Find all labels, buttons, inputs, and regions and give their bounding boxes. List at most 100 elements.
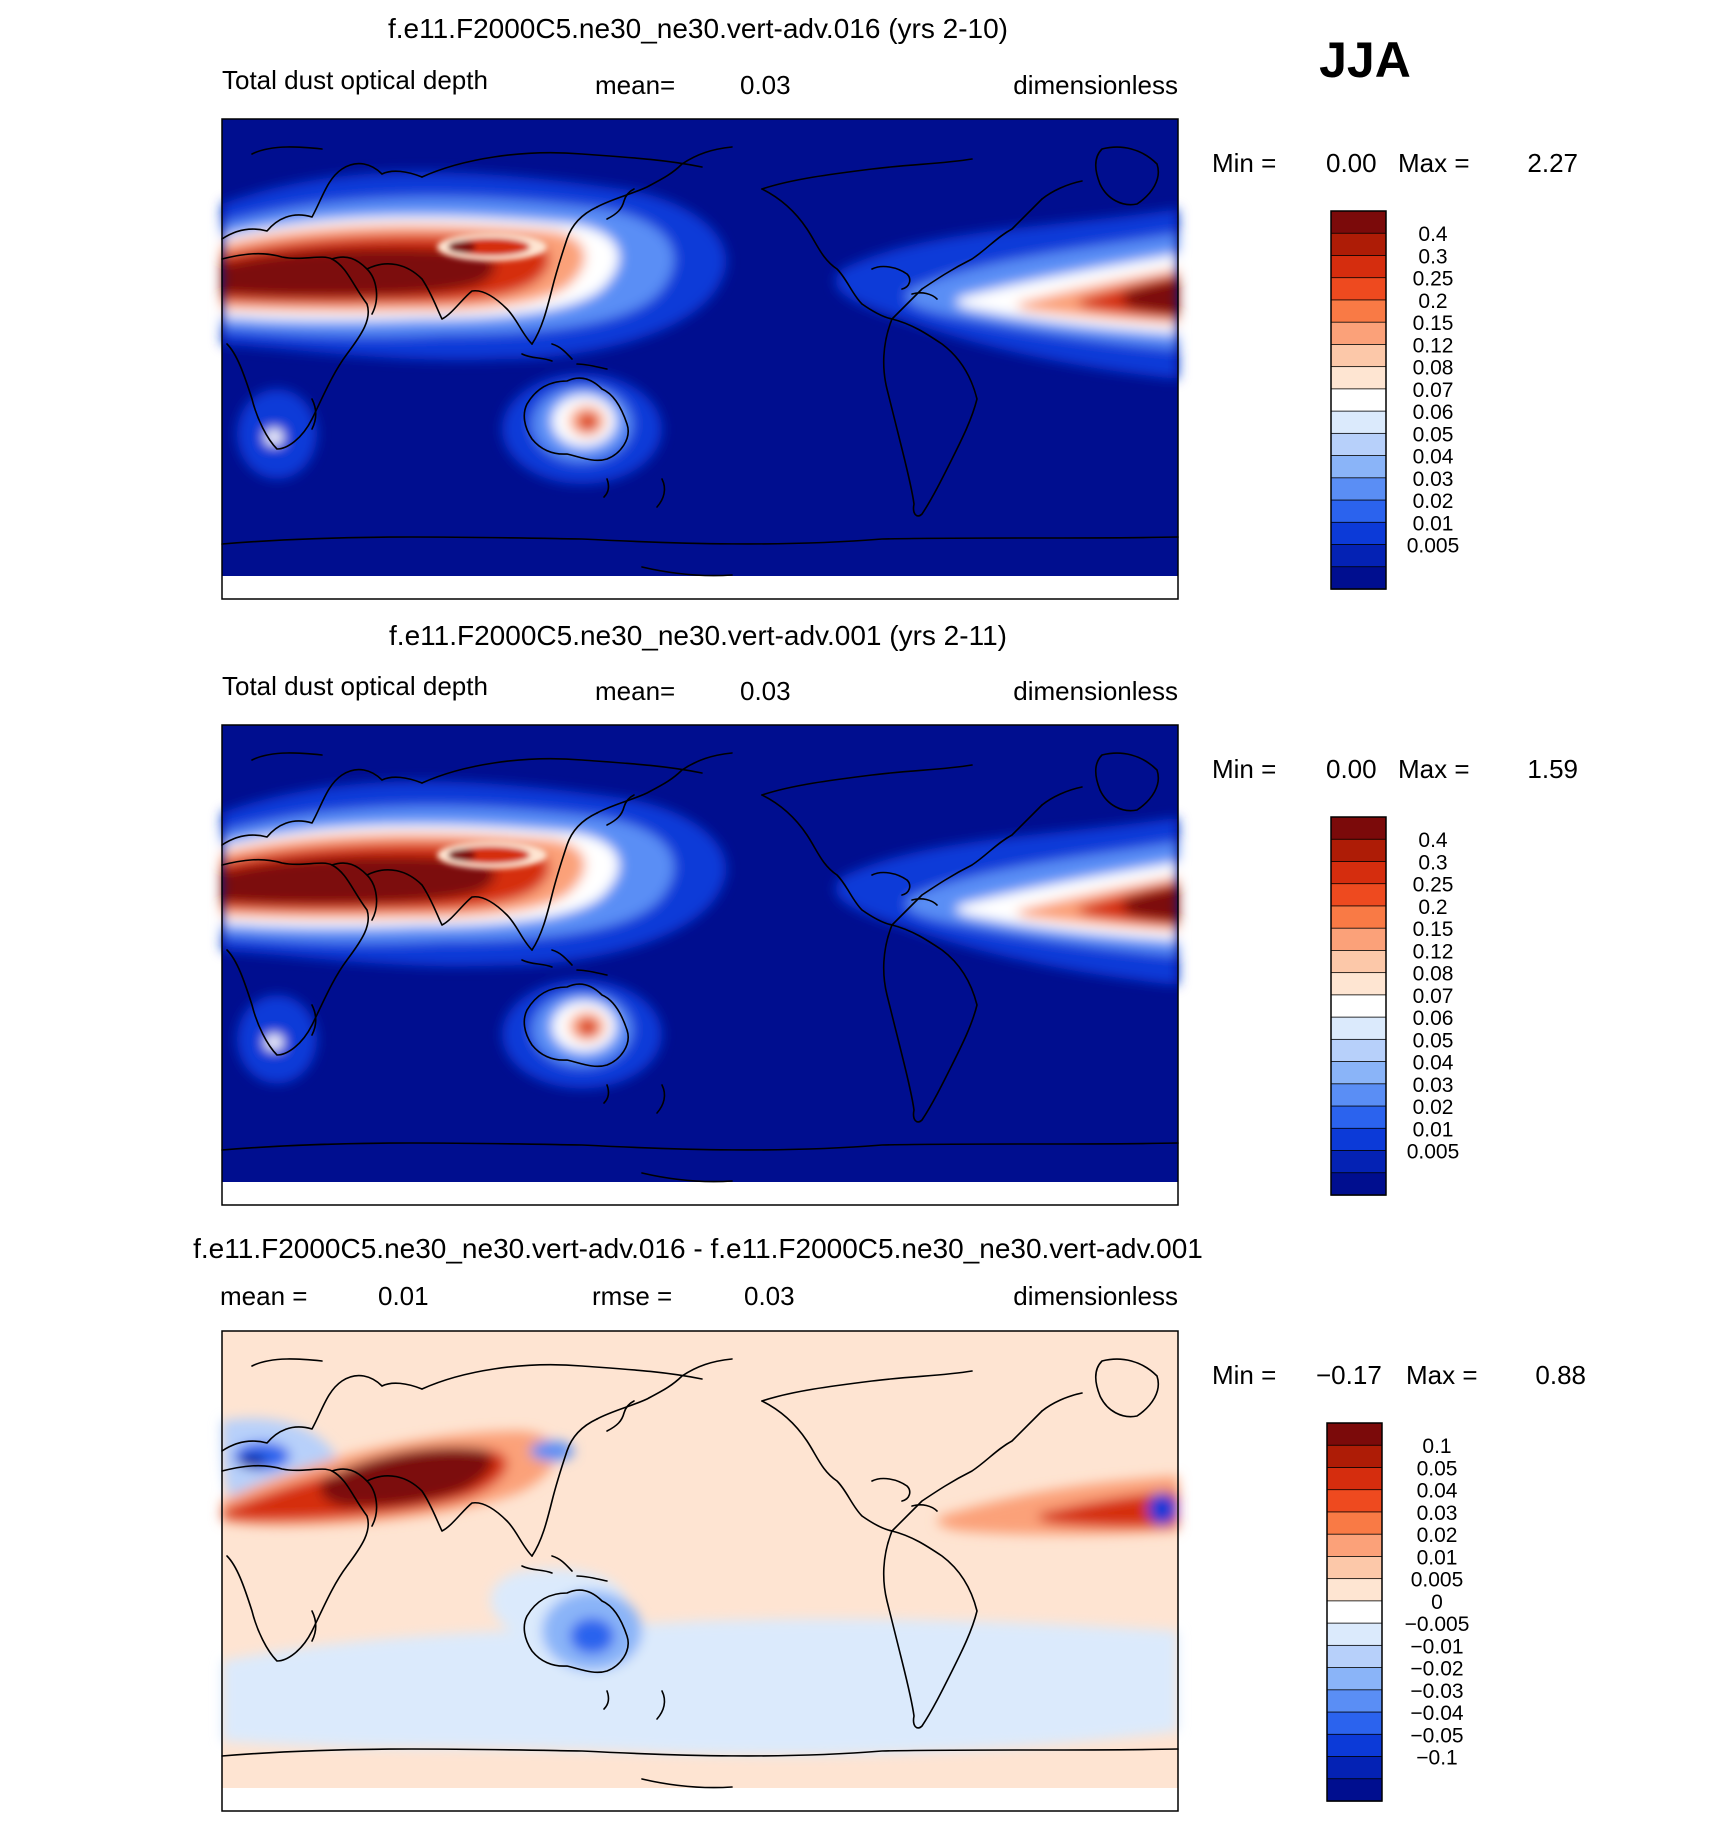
colorbar-label: 0.03 xyxy=(1417,1502,1458,1525)
colorbar-swatch xyxy=(1330,905,1387,929)
map-frame xyxy=(221,724,1179,1206)
colorbar-label: 0.08 xyxy=(1413,357,1454,380)
colorbar-label: 0.005 xyxy=(1411,1569,1464,1592)
colorbar-label: 0.02 xyxy=(1417,1524,1458,1547)
colorbar-swatch xyxy=(1330,838,1387,863)
colorbar-swatch xyxy=(1326,1689,1383,1713)
colorbar-swatch xyxy=(1330,927,1387,952)
colorbar-label: 0.005 xyxy=(1407,1141,1460,1164)
colorbar-label: 0.15 xyxy=(1413,918,1454,941)
colorbar-swatch xyxy=(1330,1038,1387,1063)
map-missing-band xyxy=(222,1788,1178,1811)
colorbar-swatch xyxy=(1330,366,1387,390)
colorbar-label: 0.03 xyxy=(1413,468,1454,491)
colorbar-swatch xyxy=(1330,1083,1387,1107)
map-missing-band xyxy=(222,576,1178,599)
colorbar-swatch xyxy=(1330,432,1387,457)
min-value: −0.17 xyxy=(1316,1360,1382,1390)
map-2 xyxy=(221,724,1179,1206)
map-missing-band xyxy=(222,1182,1178,1205)
colorbar-label: 0.25 xyxy=(1413,268,1454,291)
colorbar-label: −0.005 xyxy=(1405,1613,1470,1636)
colorbar-swatch xyxy=(1326,1489,1383,1513)
panel-title: f.e11.F2000C5.ne30_ne30.vert-adv.016 - f… xyxy=(193,1233,1203,1264)
colorbar-swatch xyxy=(1326,1711,1383,1736)
colorbar-swatch xyxy=(1330,1150,1387,1174)
colorbar-swatch xyxy=(1330,255,1387,279)
colorbar-label: 0.2 xyxy=(1418,290,1447,313)
colorbar-swatch xyxy=(1330,277,1387,301)
colorbar-swatch xyxy=(1330,816,1387,840)
colorbar-swatch xyxy=(1326,1533,1383,1558)
colorbar-label: −0.02 xyxy=(1410,1658,1463,1681)
colorbar-swatch xyxy=(1330,994,1387,1018)
max-label: Max = xyxy=(1406,1360,1478,1390)
max-label: Max = xyxy=(1398,148,1470,178)
colorbar-swatch xyxy=(1330,299,1387,323)
max-value: 1.59 xyxy=(1527,754,1578,784)
panel-title: f.e11.F2000C5.ne30_ne30.vert-adv.016 (yr… xyxy=(388,13,1008,44)
colorbar-label: −0.01 xyxy=(1410,1635,1463,1658)
mean-label: mean= xyxy=(595,676,675,706)
colorbar-swatch xyxy=(1330,1016,1387,1041)
variable-label: Total dust optical depth xyxy=(222,671,488,701)
map-frame xyxy=(221,1330,1179,1812)
colorbar-swatch xyxy=(1330,950,1387,974)
season-label: JJA xyxy=(1319,32,1411,88)
colorbar-swatch xyxy=(1326,1556,1383,1580)
min-label: Min = xyxy=(1212,754,1276,784)
colorbar-label: 0.02 xyxy=(1413,1096,1454,1119)
map-frame xyxy=(221,118,1179,600)
colorbar-label: 0.02 xyxy=(1413,490,1454,513)
colorbar-swatch xyxy=(1326,1444,1383,1469)
variable-label: Total dust optical depth xyxy=(222,65,488,95)
colorbar-2: 0.40.30.250.20.150.120.080.070.060.050.0… xyxy=(1330,816,1460,1196)
rmse-value: 0.03 xyxy=(744,1281,795,1311)
colorbar-swatch xyxy=(1330,210,1387,234)
colorbar-label: 0.2 xyxy=(1418,896,1447,919)
max-value: 0.88 xyxy=(1535,1360,1586,1390)
mean-value: 0.03 xyxy=(740,676,791,706)
colorbar-swatch xyxy=(1330,455,1387,479)
colorbar-swatch xyxy=(1330,1061,1387,1085)
colorbar-swatch xyxy=(1330,1105,1387,1130)
colorbar-swatch xyxy=(1326,1622,1383,1647)
colorbar-label: −0.1 xyxy=(1416,1747,1457,1770)
colorbar-label: 0.04 xyxy=(1413,446,1454,469)
min-label: Min = xyxy=(1212,148,1276,178)
colorbar-label: 0.3 xyxy=(1418,245,1447,268)
mean-value: 0.01 xyxy=(378,1281,429,1311)
units-label: dimensionless xyxy=(1013,70,1178,100)
colorbar-swatch xyxy=(1330,521,1387,546)
units-label: dimensionless xyxy=(1013,676,1178,706)
colorbar-swatch xyxy=(1330,972,1387,996)
colorbar-swatch xyxy=(1326,1778,1383,1802)
colorbar-swatch xyxy=(1330,321,1387,346)
colorbar-1: 0.40.30.250.20.150.120.080.070.060.050.0… xyxy=(1330,210,1459,590)
colorbar-label: 0.07 xyxy=(1413,985,1454,1008)
colorbar-3: 0.10.050.040.030.020.010.0050−0.005−0.01… xyxy=(1326,1422,1470,1802)
colorbar-swatch xyxy=(1330,883,1387,907)
colorbar-frame xyxy=(1326,1422,1383,1802)
colorbar-label: 0.06 xyxy=(1413,1007,1454,1030)
mean-value: 0.03 xyxy=(740,70,791,100)
rmse-label: rmse = xyxy=(592,1281,672,1311)
map-1 xyxy=(221,118,1179,600)
colorbar-swatch xyxy=(1330,344,1387,368)
colorbar-label: −0.05 xyxy=(1410,1724,1463,1747)
mean-label: mean = xyxy=(220,1281,307,1311)
panel-3: f.e11.F2000C5.ne30_ne30.vert-adv.016 - f… xyxy=(193,1233,1586,1812)
colorbar-swatch xyxy=(1326,1644,1383,1669)
colorbar-label: 0.08 xyxy=(1413,963,1454,986)
min-label: Min = xyxy=(1212,1360,1276,1390)
colorbar-label: 0.01 xyxy=(1413,512,1454,535)
colorbar-label: 0.15 xyxy=(1413,312,1454,335)
colorbar-swatch xyxy=(1326,1667,1383,1691)
colorbar-swatch xyxy=(1326,1422,1383,1446)
colorbar-swatch xyxy=(1330,1172,1387,1196)
colorbar-swatch xyxy=(1326,1600,1383,1624)
panel-title: f.e11.F2000C5.ne30_ne30.vert-adv.001 (yr… xyxy=(389,620,1007,651)
mean-label: mean= xyxy=(595,70,675,100)
colorbar-swatch xyxy=(1330,499,1387,523)
